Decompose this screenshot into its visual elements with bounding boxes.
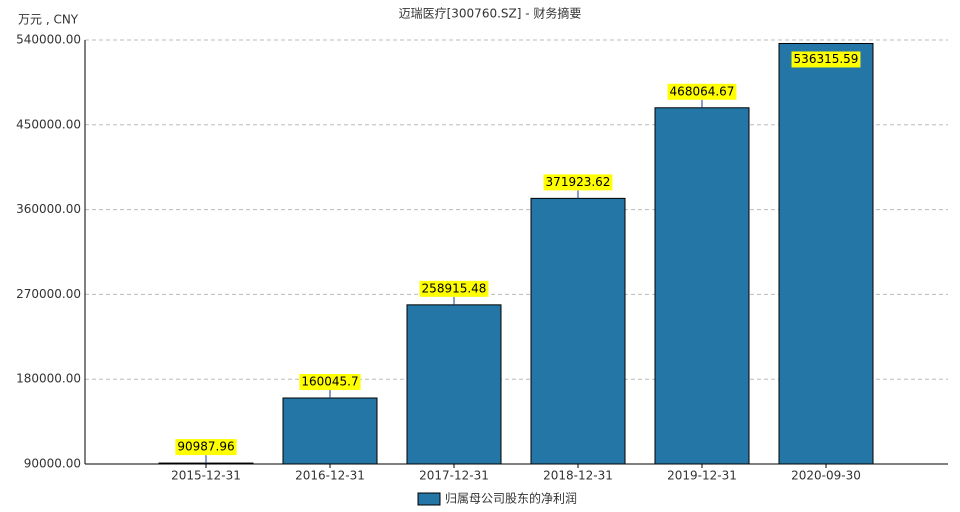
y-tick-label: 360000.00 — [16, 202, 81, 216]
bar — [282, 397, 378, 465]
value-label-bg — [419, 280, 489, 297]
value-label: 536315.59 — [794, 52, 859, 66]
x-tick-label: 2017-12-31 — [419, 469, 489, 483]
y-tick-label: 540000.00 — [16, 33, 81, 47]
value-label: 371923.62 — [546, 175, 611, 189]
x-tick-label: 2018-12-31 — [543, 469, 613, 483]
bar — [654, 107, 750, 465]
value-label: 468064.67 — [670, 84, 735, 98]
x-tick-label: 2019-12-31 — [667, 469, 737, 483]
value-label-bg — [175, 439, 237, 456]
value-label-bg — [543, 174, 613, 191]
y-tick-label: 180000.00 — [16, 372, 81, 386]
value-label: 160045.7 — [301, 375, 358, 389]
y-tick-label: 450000.00 — [16, 117, 81, 131]
y-axis-label: 万元 , CNY — [18, 13, 79, 27]
value-label-bg — [667, 83, 737, 100]
chart-title: 迈瑞医疗[300760.SZ] - 财务摘要 — [399, 6, 582, 21]
legend-label: 归属母公司股东的净利润 — [445, 491, 577, 506]
value-label-bg — [299, 374, 361, 391]
value-label: 90987.96 — [177, 440, 234, 454]
legend-swatch — [417, 492, 441, 506]
y-tick-label: 90000.00 — [24, 457, 81, 471]
y-tick-label: 270000.00 — [16, 287, 81, 301]
bar — [530, 197, 626, 465]
x-tick-label: 2016-12-31 — [295, 469, 365, 483]
value-label: 258915.48 — [422, 281, 487, 295]
x-tick-label: 2015-12-31 — [171, 469, 241, 483]
bar — [406, 304, 502, 465]
x-tick-label: 2020-09-30 — [791, 469, 861, 483]
value-label-bg — [791, 51, 861, 68]
bar — [778, 42, 874, 465]
